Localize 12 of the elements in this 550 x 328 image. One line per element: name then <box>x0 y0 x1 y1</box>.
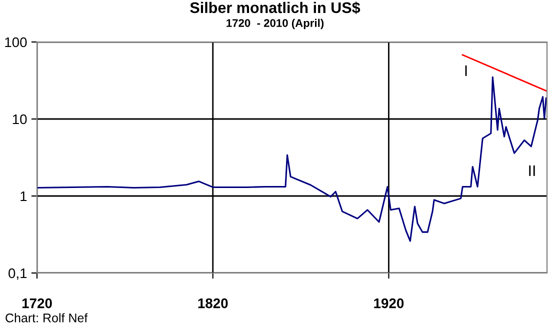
x-tick-label: 1720 <box>22 298 52 308</box>
x-tick-label: 1820 <box>198 298 228 308</box>
chart-title: Silber monatlich in US$ <box>190 2 360 14</box>
x-tick-label: 1920 <box>374 298 404 308</box>
annotation: II <box>529 165 535 176</box>
y-tick-label: 1 <box>20 191 27 202</box>
y-tick-label: 100 <box>5 37 27 48</box>
y-tick-label: 10 <box>12 114 27 124</box>
chart-subtitle: 1720 - 2010 (April) <box>226 18 324 30</box>
text: Chart: Rolf Nef <box>6 313 88 322</box>
annotation: I <box>465 65 467 76</box>
y-tick-label: 0,1 <box>8 268 27 280</box>
